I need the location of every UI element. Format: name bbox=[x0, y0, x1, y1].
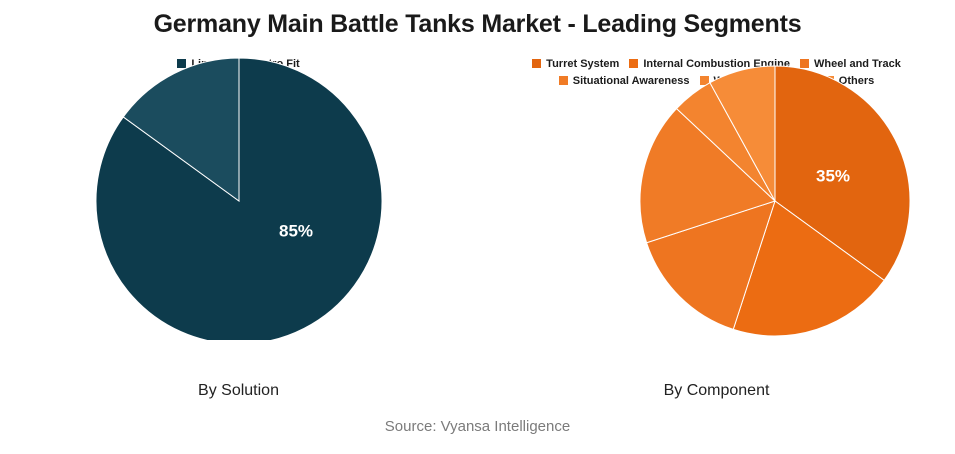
panel-caption-by-solution: By Solution bbox=[198, 382, 279, 399]
chart-title: Germany Main Battle Tanks Market - Leadi… bbox=[153, 10, 802, 38]
pie-slice[interactable] bbox=[96, 57, 383, 340]
pie-wrap-by-solution: 85% bbox=[0, 55, 477, 415]
panel-by-solution: Line Fit Retro Fit 85% By Solution bbox=[0, 55, 477, 415]
legend-label-internal-combustion-engine: Internal Combustion Engine bbox=[643, 58, 790, 70]
source-note: Source: Vyansa Intelligence bbox=[384, 418, 571, 435]
legend-item-turret-system[interactable]: Turret System bbox=[532, 55, 619, 72]
pie-slice[interactable] bbox=[122, 57, 240, 202]
pie-slice[interactable] bbox=[774, 65, 911, 282]
pie-slices-by-component bbox=[639, 65, 911, 337]
pie-slice[interactable] bbox=[732, 200, 885, 337]
pie-slice[interactable] bbox=[639, 107, 776, 244]
legend-swatch-wheel-and-track bbox=[800, 59, 809, 68]
pie-slices-by-solution bbox=[96, 57, 383, 340]
slice-label-turret-system: 35% bbox=[816, 166, 850, 185]
legend-swatch-weaponry-systems bbox=[699, 76, 709, 85]
legend-item-situational-awareness[interactable]: Situational Awareness bbox=[558, 72, 690, 89]
legend-swatch-situational-awareness bbox=[558, 76, 568, 85]
legend-item-internal-combustion-engine[interactable]: Internal Combustion Engine bbox=[629, 55, 790, 72]
panel-by-component: Turret System Internal Combustion Engine… bbox=[478, 55, 955, 415]
pie-chart-by-solution: 85% bbox=[96, 57, 383, 340]
pie-slice[interactable] bbox=[645, 200, 776, 331]
legend-label-others: Others bbox=[838, 75, 875, 87]
legend-label-wheel-and-track: Wheel and Track bbox=[814, 58, 901, 70]
pie-chart-by-component: 35% bbox=[639, 65, 911, 337]
legend-label-situational-awareness: Situational Awareness bbox=[572, 75, 690, 87]
pie-slice[interactable] bbox=[709, 65, 776, 202]
legend-swatch-internal-combustion-engine bbox=[629, 59, 639, 68]
legend-swatch-line-fit bbox=[177, 59, 187, 68]
legend-swatch-turret-system bbox=[532, 59, 542, 68]
panel-caption-by-component: By Component bbox=[663, 382, 770, 399]
legend-item-wheel-and-track[interactable]: Wheel and Track bbox=[800, 55, 901, 72]
pie-wrap-by-component: 35% bbox=[478, 55, 955, 415]
legend-label-turret-system: Turret System bbox=[546, 58, 620, 70]
slice-label-line-fit: 85% bbox=[279, 221, 313, 240]
